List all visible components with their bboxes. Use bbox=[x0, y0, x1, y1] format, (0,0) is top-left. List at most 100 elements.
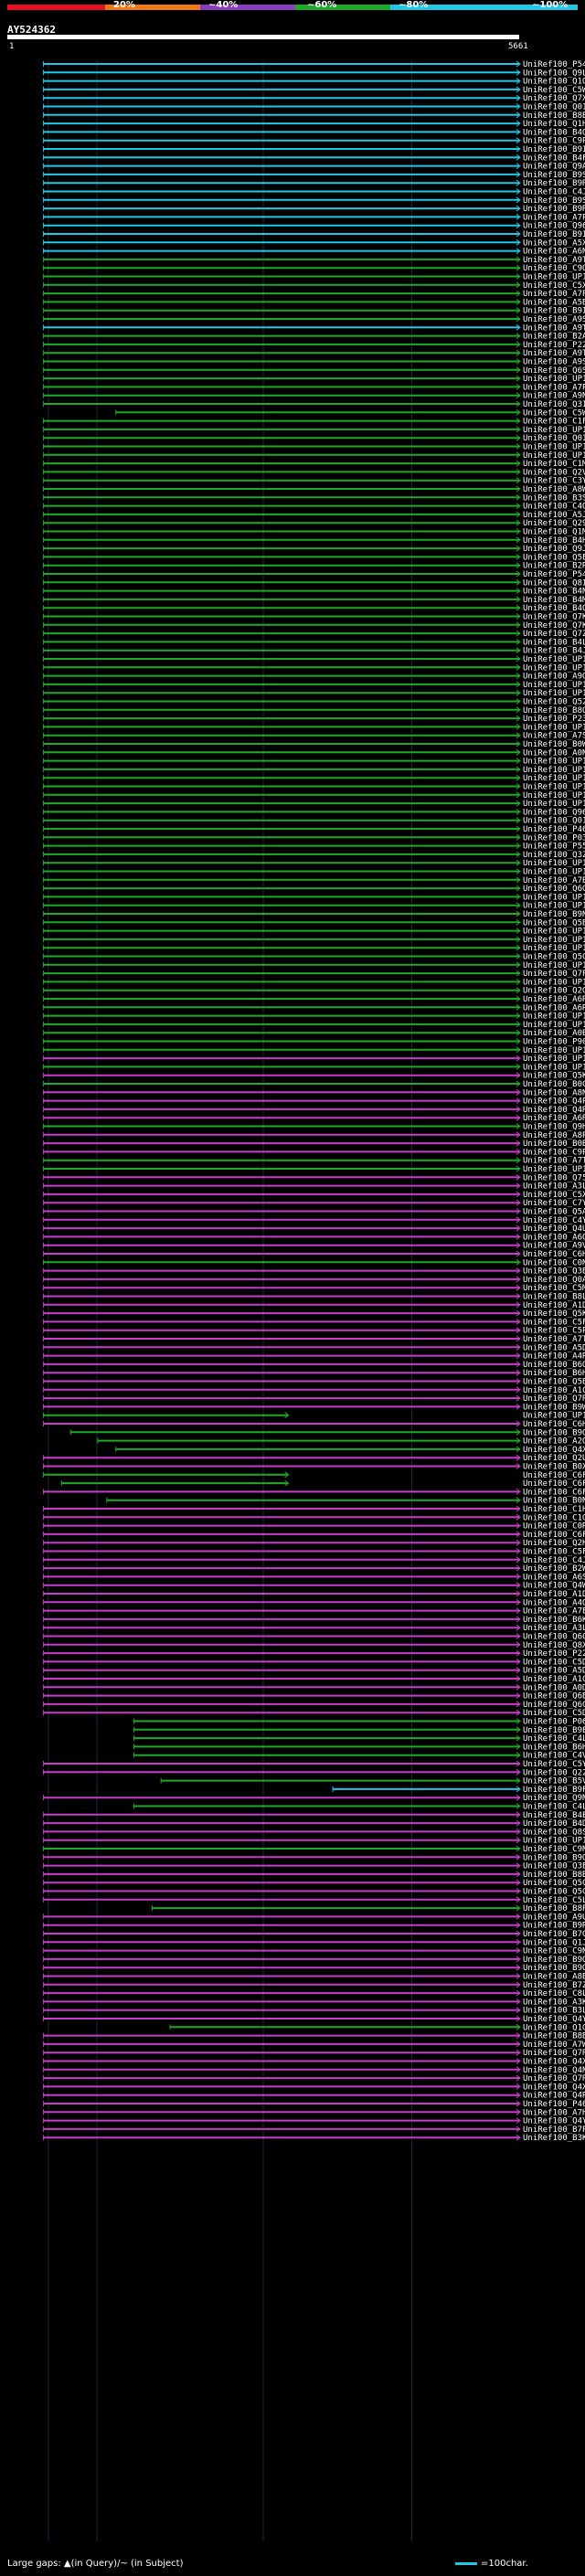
hit-row[interactable]: UniRef100_A9TEB6 bbox=[43, 323, 585, 333]
hit-label[interactable]: UniRef100_Q5E9C5 bbox=[523, 553, 585, 562]
hit-label[interactable]: UniRef100_A7PQT9 bbox=[523, 383, 585, 392]
hit-row[interactable]: UniRef100_C5DBV0 bbox=[43, 1709, 585, 1718]
hit-label[interactable]: UniRef100_C5DBV0 bbox=[523, 1709, 585, 1718]
hit-row[interactable]: UniRef100_C4V939 bbox=[133, 1752, 585, 1761]
hit-row[interactable]: UniRef100_B9SUI3 bbox=[43, 196, 585, 206]
hit-label[interactable]: UniRef100_Q7K9Q2-3 bbox=[523, 613, 585, 622]
hit-label[interactable]: UniRef100_C6F9A6 bbox=[523, 1488, 585, 1497]
hit-row[interactable]: UniRef100_Q7K9Q2 bbox=[43, 621, 585, 631]
hit-label[interactable]: UniRef100_B5VPQ5 bbox=[523, 1777, 585, 1786]
hit-row[interactable]: UniRef100_B8P5N6 bbox=[151, 1904, 585, 1913]
hit-label[interactable]: UniRef100_Q01IN5 bbox=[523, 817, 585, 826]
hit-label[interactable]: UniRef100_Q7PIG3 bbox=[523, 970, 585, 979]
hit-row[interactable]: UniRef100_A5BY47 bbox=[43, 298, 585, 307]
hit-row[interactable]: UniRef100_Q8SSJ5 bbox=[43, 1828, 585, 1837]
hit-label[interactable]: UniRef100_B4N028 bbox=[523, 588, 585, 597]
hit-label[interactable]: UniRef100_A4RNZ5 bbox=[523, 1352, 585, 1362]
hit-label[interactable]: UniRef100_A1DKG8 bbox=[523, 1590, 585, 1599]
hit-label[interactable]: UniRef100_UP1000... bbox=[523, 868, 585, 877]
hit-label[interactable]: UniRef100_UP1000... bbox=[523, 1412, 585, 1421]
hit-label[interactable]: UniRef100_Q8SSJ5 bbox=[523, 1828, 585, 1837]
hit-label[interactable]: UniRef100_Q5CKH3 bbox=[523, 1888, 585, 1897]
hit-row[interactable]: UniRef100_Q4YID0 bbox=[43, 2015, 585, 2024]
hit-label[interactable]: UniRef100_UP1000... bbox=[523, 273, 585, 282]
hit-label[interactable]: UniRef100_A9TRB0 bbox=[523, 349, 585, 358]
hit-label[interactable]: UniRef100_C6HP25 bbox=[523, 1250, 585, 1259]
hit-label[interactable]: UniRef100_B8BZ36 bbox=[523, 1871, 585, 1880]
hit-label[interactable]: UniRef100_C5FSF1 bbox=[523, 1318, 585, 1327]
hit-label[interactable]: UniRef100_B4HLK1 bbox=[523, 536, 585, 546]
hit-row[interactable]: UniRef100_Q9HG05 bbox=[43, 1123, 585, 1132]
hit-label[interactable]: UniRef100_B9QVU0 bbox=[523, 1853, 585, 1862]
hit-row[interactable]: UniRef100_C4J0Z7 bbox=[43, 188, 585, 197]
hit-row[interactable]: UniRef100_P03974 bbox=[43, 833, 585, 843]
hit-row[interactable]: UniRef100_B0NQU3 bbox=[106, 1497, 585, 1506]
hit-label[interactable]: UniRef100_C4LY22 bbox=[523, 1803, 585, 1812]
hit-label[interactable]: UniRef100_UP1000... bbox=[523, 928, 585, 937]
hit-label[interactable]: UniRef100_Q5AKG6 bbox=[523, 1208, 585, 1217]
hit-row[interactable]: UniRef100_C0NFG1 bbox=[43, 1258, 585, 1267]
hit-row[interactable]: UniRef100_C9NMA4 bbox=[43, 1845, 585, 1854]
hit-row[interactable]: UniRef100_Q1JS21 bbox=[43, 1938, 585, 1947]
hit-row[interactable]: UniRef100_P46462 bbox=[43, 825, 585, 834]
hit-label[interactable]: UniRef100_Q9JLC0 bbox=[523, 545, 585, 554]
hit-row[interactable]: UniRef100_Q013F3 bbox=[43, 103, 585, 112]
hit-row[interactable]: UniRef100_Q4WME2 bbox=[43, 1582, 585, 1591]
hit-label[interactable]: UniRef100_B8BHM5 bbox=[523, 111, 585, 121]
hit-label[interactable]: UniRef100_Q1GM43 bbox=[523, 2023, 585, 2032]
hit-row[interactable]: UniRef100_UP1000... bbox=[43, 1165, 585, 1174]
hit-row[interactable]: UniRef100_B4N028 bbox=[43, 588, 585, 597]
hit-label[interactable]: UniRef100_C9NWW5 bbox=[523, 1947, 585, 1956]
hit-row[interactable]: UniRef100_A0DVN2 bbox=[43, 1683, 585, 1692]
hit-row[interactable]: UniRef100_A5JP17 bbox=[43, 511, 585, 520]
hit-label[interactable]: UniRef100_C1GFJ7 bbox=[523, 1513, 585, 1522]
hit-row[interactable]: UniRef100_B5VPQ5 bbox=[160, 1777, 585, 1786]
hit-row[interactable]: UniRef100_C6HP25 bbox=[43, 1250, 585, 1259]
hit-label[interactable]: UniRef100_A9S0H4 bbox=[523, 358, 585, 367]
hit-row[interactable]: UniRef100_UP1000... bbox=[43, 1412, 585, 1421]
hit-row[interactable]: UniRef100_UP1000... bbox=[43, 273, 585, 282]
hit-label[interactable]: UniRef100_B0BPW0 bbox=[523, 1140, 585, 1149]
hit-label[interactable]: UniRef100_C9P3F5 bbox=[523, 1148, 585, 1157]
hit-row[interactable]: UniRef100_Q5KJ07 bbox=[43, 1309, 585, 1319]
hit-label[interactable]: UniRef100_UP1000... bbox=[523, 791, 585, 800]
hit-row[interactable]: UniRef100_A6R812 bbox=[43, 1003, 585, 1012]
hit-label[interactable]: UniRef100_A7TF26 bbox=[523, 1335, 585, 1344]
hit-row[interactable]: UniRef100_UP1000... bbox=[43, 791, 585, 800]
hit-label[interactable]: UniRef100_A9QSL9 bbox=[523, 673, 585, 682]
hit-label[interactable]: UniRef100_Q29001 bbox=[523, 519, 585, 528]
hit-label[interactable]: UniRef100_Q7K9Q2 bbox=[523, 621, 585, 631]
hit-row[interactable]: UniRef100_P54699 bbox=[43, 60, 585, 69]
hit-label[interactable]: UniRef100_Q0AZX0 bbox=[523, 1276, 585, 1285]
hit-label[interactable]: UniRef100_C1HK25 bbox=[523, 1505, 585, 1514]
hit-row[interactable]: UniRef100_Q2GHU1 bbox=[43, 987, 585, 996]
hit-row[interactable]: UniRef100_B9IFP5 bbox=[43, 307, 585, 316]
hit-row[interactable]: UniRef100_A3LQ59 bbox=[43, 1624, 585, 1633]
hit-label[interactable]: UniRef100_Q3E1K1 bbox=[523, 1862, 585, 1871]
hit-row[interactable]: UniRef100_B4MQW3 bbox=[43, 596, 585, 605]
hit-label[interactable]: UniRef100_Q9637Z bbox=[523, 222, 585, 231]
hit-label[interactable]: UniRef100_B4J5H4 bbox=[523, 647, 585, 656]
hit-label[interactable]: UniRef100_B6HJ39 bbox=[523, 1369, 585, 1378]
hit-row[interactable]: UniRef100_A5XN46 bbox=[43, 239, 585, 248]
hit-row[interactable]: UniRef100_UP1000... bbox=[43, 655, 585, 664]
hit-label[interactable]: UniRef100_A8BXS7 bbox=[523, 1973, 585, 1982]
hit-row[interactable]: UniRef100_Q3IIC1 bbox=[43, 400, 585, 409]
hit-row[interactable]: UniRef100_P22694 bbox=[43, 1649, 585, 1659]
hit-row[interactable]: UniRef100_C5XGQ8 bbox=[43, 281, 585, 291]
hit-row[interactable]: UniRef100_C0RB67 bbox=[43, 1522, 585, 1532]
hit-label[interactable]: UniRef100_UP1000... bbox=[523, 978, 585, 987]
hit-label[interactable]: UniRef100_Q4R2M6 bbox=[523, 2092, 585, 2101]
hit-row[interactable]: UniRef100_B9RTE3 bbox=[43, 205, 585, 214]
hit-label[interactable]: UniRef100_UP1000... bbox=[523, 902, 585, 911]
hit-label[interactable]: UniRef100_C9NMA4 bbox=[523, 1845, 585, 1854]
hit-row[interactable]: UniRef100_UP1000... bbox=[43, 902, 585, 911]
hit-row[interactable]: UniRef100_A3K9E2 bbox=[43, 1998, 585, 2007]
hit-label[interactable]: UniRef100_B9Q7Y4 bbox=[523, 1428, 585, 1437]
hit-label[interactable]: UniRef100_B4E9H9 bbox=[523, 1811, 585, 1820]
hit-row[interactable]: UniRef100_C7YYR4 bbox=[43, 1199, 585, 1208]
hit-row[interactable]: UniRef100_Q2VUH5 bbox=[43, 468, 585, 477]
hit-row[interactable]: UniRef100_Q4Y0D0 bbox=[43, 2117, 585, 2126]
hit-row[interactable]: UniRef100_C6FC91 bbox=[43, 1471, 585, 1480]
hit-row[interactable]: UniRef100_Q7XE16 bbox=[43, 94, 585, 103]
